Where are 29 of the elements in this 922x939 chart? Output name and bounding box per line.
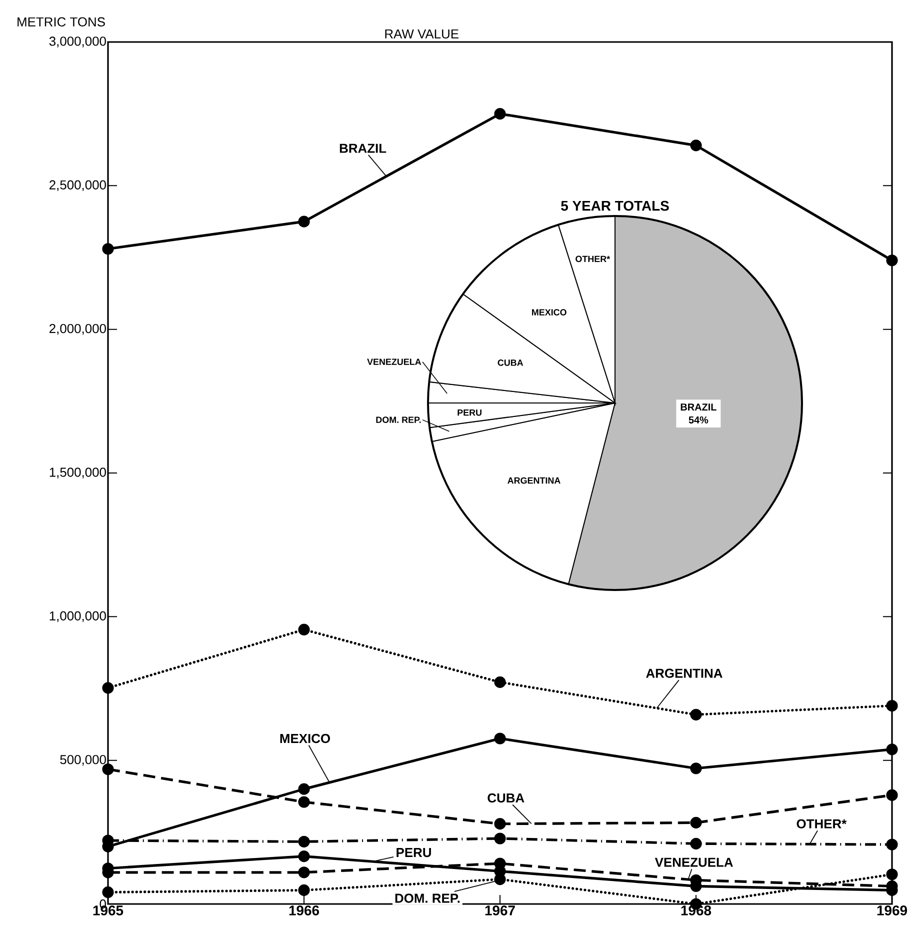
y-tick-label: 500,000 [60, 754, 106, 766]
slice-label: PERU [458, 409, 482, 416]
series-label: DOM. REP. [395, 894, 460, 903]
y-tick-label: 3,000,000 [49, 36, 106, 48]
slice-label: BRAZIL [680, 404, 716, 410]
chart-title: 5 YEAR TOTALS [561, 200, 669, 211]
x-tick-label: 1966 [289, 906, 320, 916]
chart-title: RAW VALUE [385, 29, 458, 38]
text: ARGENTINA [646, 668, 722, 678]
legend-label: PERU [396, 848, 431, 858]
slice-label: ARGENTINA [508, 477, 560, 484]
text: MEXICO [280, 734, 330, 744]
x-tick-label: 1967 [485, 906, 515, 916]
series-label: VENEZUELA [654, 858, 733, 867]
slice-label: OTHER* [576, 256, 610, 262]
y-tick-label: 2,000,000 [50, 324, 106, 335]
slice-label: DOM. REP. [376, 416, 421, 423]
y-tick-label: 1,500,000 [50, 468, 106, 478]
series-label: BRAZIL [340, 144, 386, 153]
y-tick-label: 1,000,000 [50, 611, 106, 622]
slice-label: VENEZUELA [367, 358, 422, 366]
y-axis-title: METRIC TONS [18, 17, 105, 26]
series-label: CUBA [488, 793, 524, 803]
series-label: OTHER* [796, 819, 847, 828]
y-tick-label: 2,500,000 [50, 180, 106, 192]
slice-label: MEXICO [532, 309, 566, 316]
x-tick-label: 1969 [877, 906, 908, 916]
slice-label: CUBA [498, 360, 524, 366]
data-label: 54% [688, 416, 708, 424]
